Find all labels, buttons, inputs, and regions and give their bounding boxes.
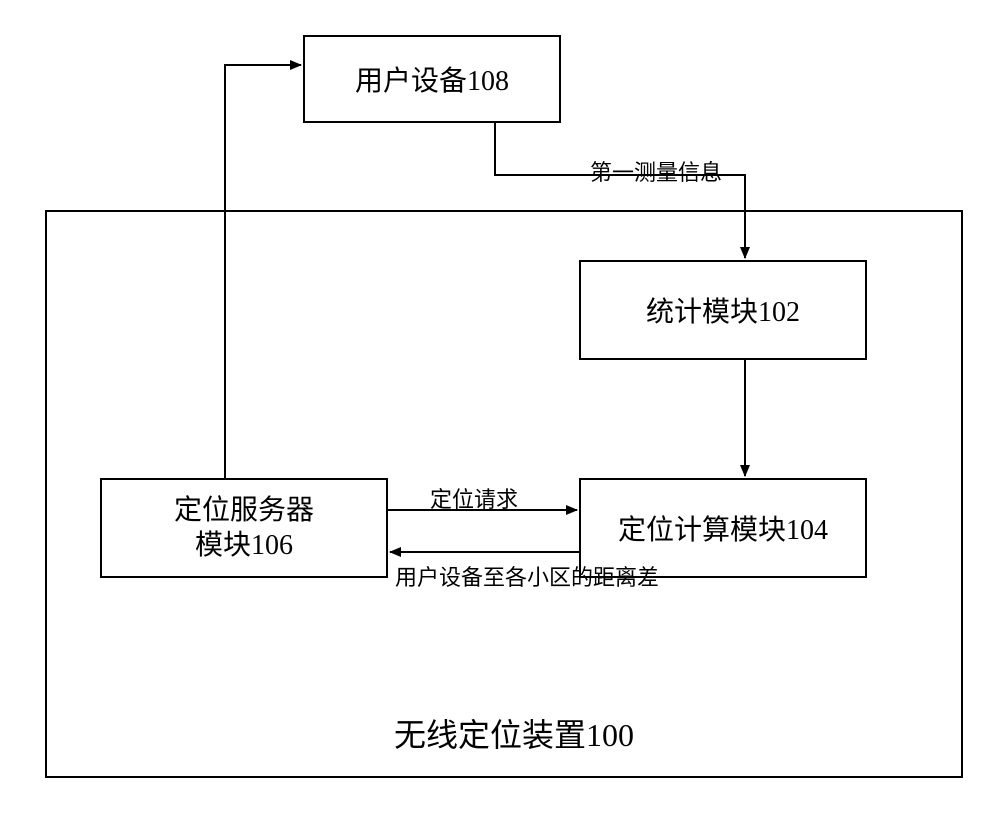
node-server-module-label: 定位服务器 模块106 — [174, 493, 314, 563]
node-user-device: 用户设备108 — [303, 35, 561, 123]
node-user-device-label: 用户设备108 — [355, 59, 509, 99]
edge-label-locate-request: 定位请求 — [430, 482, 518, 514]
node-stat-module: 统计模块102 — [579, 260, 867, 360]
node-server-module-label-line2: 模块106 — [195, 530, 293, 561]
edge-label-first-measure: 第一测量信息 — [590, 155, 722, 187]
node-server-module-label-line1: 定位服务器 — [174, 495, 314, 526]
node-stat-module-label: 统计模块102 — [646, 290, 800, 330]
diagram-canvas: 无线定位装置100 用户设备108 统计模块102 定位计算模块104 定位服务… — [0, 0, 1000, 818]
edge-label-distance-diff: 用户设备至各小区的距离差 — [395, 560, 659, 592]
node-server-module: 定位服务器 模块106 — [100, 478, 388, 578]
container-label: 无线定位装置100 — [394, 710, 634, 756]
node-calc-module-label: 定位计算模块104 — [618, 508, 828, 548]
